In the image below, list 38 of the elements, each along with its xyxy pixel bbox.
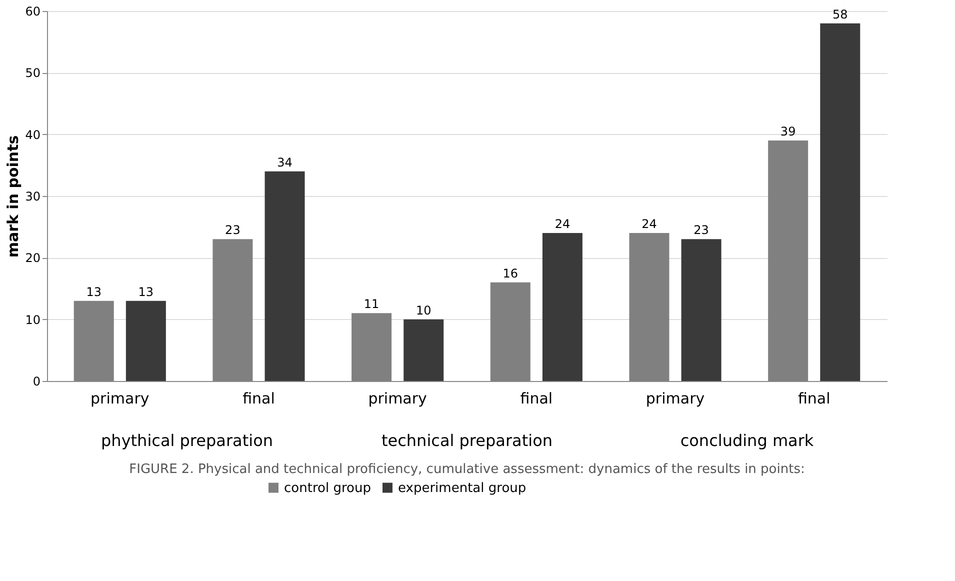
data-label: 24 xyxy=(642,217,657,231)
x-tick-label: final xyxy=(520,390,553,408)
x-tick-label: final xyxy=(242,390,275,408)
y-tick-label: 50 xyxy=(25,66,40,80)
y-axis-title: mark in points xyxy=(4,135,22,258)
data-label: 23 xyxy=(225,223,240,238)
data-label: 13 xyxy=(86,284,102,299)
data-label: 11 xyxy=(364,297,380,312)
bar xyxy=(264,171,305,381)
x-tick-label: primary xyxy=(646,390,705,408)
text: concluding mark xyxy=(680,431,814,450)
data-label: 39 xyxy=(780,124,796,138)
bar xyxy=(126,300,166,381)
data-label: 58 xyxy=(832,7,848,22)
x-tick-label: final xyxy=(798,390,830,408)
x-tick-label: primary xyxy=(90,390,150,408)
data-label: 34 xyxy=(277,155,292,170)
text: technical preparation xyxy=(382,431,552,450)
y-tick-label: 10 xyxy=(25,312,40,327)
data-label: 10 xyxy=(416,303,432,318)
bar xyxy=(404,319,444,381)
bar xyxy=(542,233,582,381)
caption: FIGURE 2. Physical and technical proficiency, cumulative assessment: dynamics of the results in points: xyxy=(129,462,805,477)
legend-label: control group xyxy=(284,480,371,496)
bar xyxy=(820,23,860,381)
bar xyxy=(681,239,722,381)
y-tick-label: 20 xyxy=(25,251,40,266)
text: phythical preparation xyxy=(101,431,273,450)
y-tick-label: 30 xyxy=(25,190,40,204)
data-label: 24 xyxy=(554,217,570,231)
data-label: 13 xyxy=(138,284,154,299)
y-tick-label: 0 xyxy=(32,374,40,388)
data-label: 16 xyxy=(502,266,518,280)
legend-label: experimental group xyxy=(398,480,526,496)
y-tick-label: 40 xyxy=(25,128,40,142)
data-label: 23 xyxy=(694,223,709,238)
y-tick-label: 60 xyxy=(25,4,40,18)
x-tick-label: primary xyxy=(368,390,428,408)
